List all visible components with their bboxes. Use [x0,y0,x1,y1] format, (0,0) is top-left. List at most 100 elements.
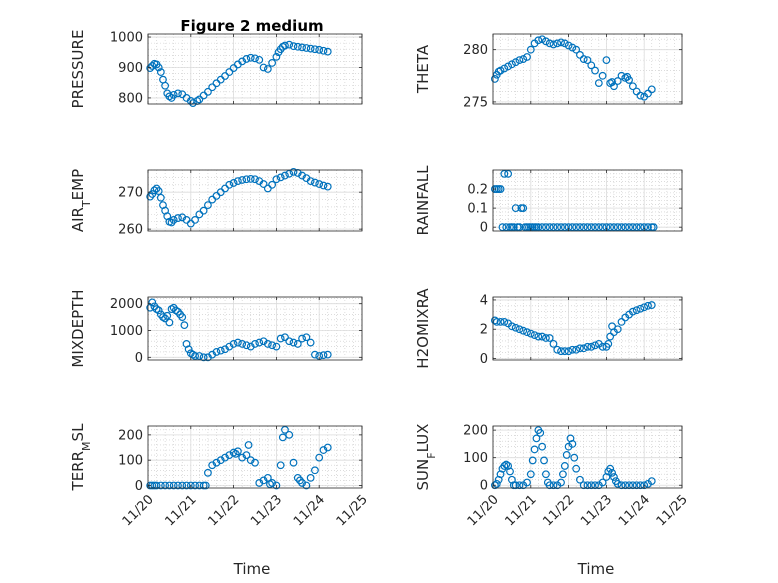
data-point [319,181,328,190]
data-point [504,169,513,178]
data-point [216,456,225,465]
data-point [579,344,588,353]
data-point [306,338,315,347]
data-point [500,169,509,178]
data-point [647,85,656,94]
data-point [553,39,562,48]
data-point [496,66,505,75]
panel-terr-msl: 0 100 200 TERRMSL 11/20 11/21 11/22 11/23 11/24 1… [69,423,371,529]
data-point [560,223,569,232]
x-tick-label: 11/20 [465,492,502,529]
data-point [281,425,289,434]
axes-frame [492,169,683,232]
data-point [628,223,637,232]
data-point [500,318,509,326]
data-point [572,223,581,232]
panel-theta: 275 280 THETA [414,33,683,110]
data-point [216,346,225,355]
data-point [184,345,193,354]
data-point [242,451,251,460]
data-point [242,341,251,350]
data-point [233,177,242,185]
y-tick-label: 1000 [110,31,143,46]
data-point [306,44,315,53]
data-point [182,481,191,490]
data-point [568,345,577,354]
data-point [259,180,268,188]
axes-background [148,426,362,488]
data-point [557,38,565,47]
data-point [180,321,189,330]
axes-background [493,34,682,104]
data-point [268,479,277,487]
x-tick-label: 11/21 [163,492,200,529]
data-point [293,340,302,348]
data-point [644,223,652,232]
data-point [534,332,543,341]
data-point [523,478,531,487]
data-point [632,223,641,232]
data-point [511,481,520,490]
data-point [621,223,630,232]
data-point [204,201,212,210]
data-point [242,175,251,184]
major-grid [492,34,683,104]
data-point [562,451,571,459]
data-point [498,223,507,232]
data-point [583,223,592,232]
series-markers [490,426,656,490]
data-point [152,481,161,490]
y-tick-label: 900 [118,61,143,76]
data-point [640,303,649,312]
data-point [515,223,524,232]
data-point [504,62,513,71]
data-point [289,167,298,176]
data-point [594,79,603,88]
data-point [492,479,501,488]
x-axis-label-right: Time [577,560,615,578]
data-point [311,466,319,475]
data-point [319,46,328,55]
data-point [276,334,285,343]
series-markers [490,35,656,101]
data-point [178,481,187,490]
data-point [604,339,613,348]
data-point [515,325,524,334]
x-tick-label: 11/21 [503,492,540,529]
data-point [255,55,264,64]
data-point [156,481,165,490]
data-point [526,329,535,338]
data-point [323,182,332,191]
y-tick-label: 200 [118,428,143,443]
x-tick-label: 11/23 [578,492,615,529]
data-point [165,92,174,101]
data-point [298,479,306,487]
data-point [526,470,535,479]
data-point [628,82,637,91]
data-point [598,71,607,80]
data-point [278,433,287,442]
x-tick-label: 11/24 [616,492,653,529]
data-point [576,223,584,232]
data-point [319,351,328,360]
data-point [583,342,592,351]
data-point [511,323,520,332]
data-point [519,326,528,335]
series-markers [146,298,332,362]
axes-background [148,297,362,360]
data-point [311,178,319,187]
data-point [231,449,240,458]
panel-sun-flux: 0 100 200 SUNFLUX 11/20 11/21 11/22 11/23 11/24 1… [414,424,691,530]
data-point [178,313,187,322]
data-point [506,467,514,476]
data-point [259,476,268,485]
data-point [649,223,658,232]
x-tick-label: 11/23 [248,492,285,529]
data-point [560,347,569,356]
data-point [238,57,247,66]
data-point [549,339,558,348]
data-point [523,328,531,337]
data-point [225,68,234,76]
data-point [285,40,294,49]
x-tick-label: 11/22 [540,492,577,529]
